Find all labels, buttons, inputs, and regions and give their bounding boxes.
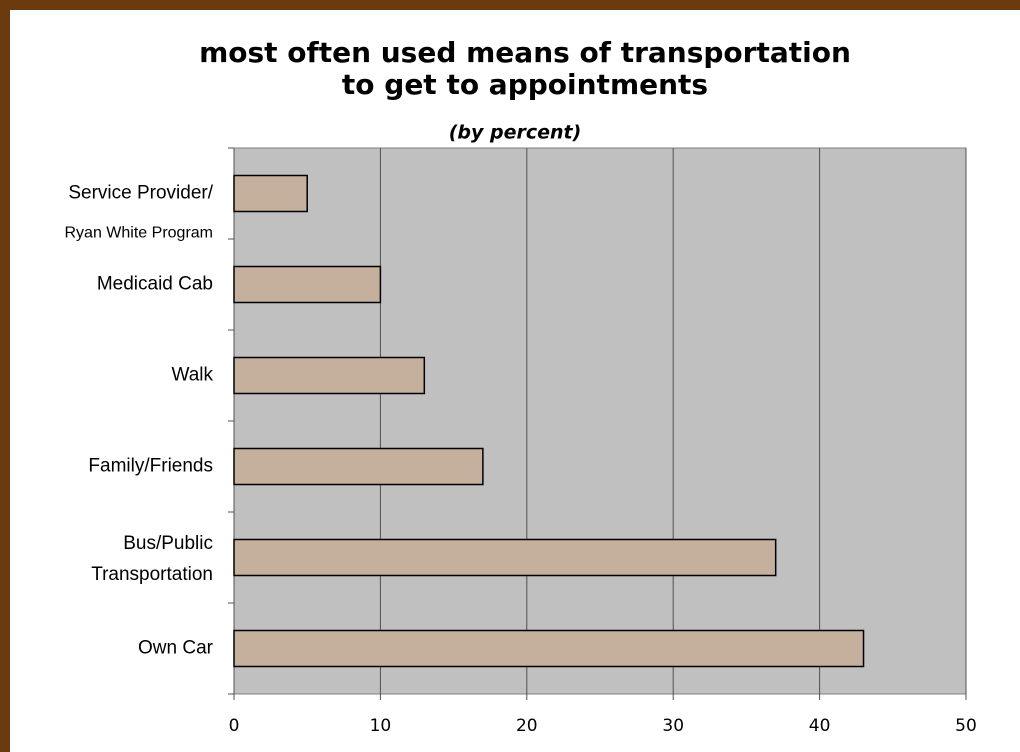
frame: most often used means of transportation t… — [10, 10, 1020, 752]
x-tick-label: 10 — [370, 716, 392, 736]
bar — [233, 265, 382, 304]
chart-subtitle: (by percent) — [449, 122, 582, 144]
bar — [233, 356, 426, 395]
chart: most often used means of transportation t… — [65, 36, 977, 736]
y-tick-label: Service Provider/Ryan White Program — [65, 183, 214, 242]
x-tick-label: 30 — [662, 716, 684, 736]
x-tick-label: 50 — [955, 716, 977, 736]
bar — [233, 447, 484, 486]
y-tick-label: Walk — [171, 365, 213, 386]
x-tick-label: 40 — [809, 716, 831, 736]
bar — [233, 538, 777, 577]
chart-title: most often used means of transportation t… — [199, 36, 851, 101]
bar — [233, 174, 308, 213]
bar — [233, 629, 865, 668]
y-tick-label: Medicaid Cab — [97, 274, 213, 295]
x-tick-label: 20 — [516, 716, 538, 736]
y-tick-label: Own Car — [138, 638, 214, 659]
y-tick-label: Family/Friends — [88, 456, 213, 477]
plot-area — [233, 147, 967, 695]
y-tick-label: Bus/Public Transportation — [91, 533, 213, 585]
x-tick-label: 0 — [229, 716, 240, 736]
